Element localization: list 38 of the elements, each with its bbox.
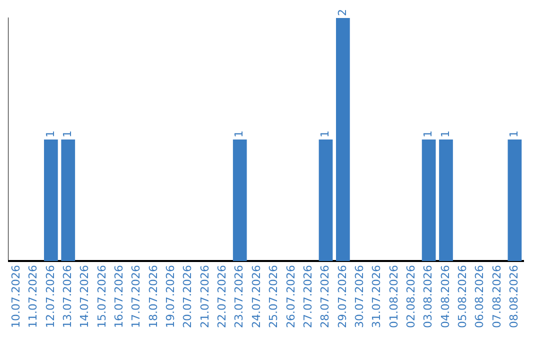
x-tick-label: 26.07.2026 [284, 265, 298, 328]
x-tick-label: 19.07.2026 [164, 265, 178, 328]
data-label: 1 [232, 130, 246, 138]
x-tick-label: 23.07.2026 [232, 265, 246, 328]
x-tick-label: 24.07.2026 [250, 265, 263, 328]
x-tick-label: 14.07.2026 [78, 265, 92, 328]
x-tick-label: 06.08.2026 [473, 265, 486, 328]
x-tick-label: 08.08.2026 [508, 265, 521, 328]
x-tick-label: 12.07.2026 [44, 265, 57, 328]
data-label: 1 [60, 130, 74, 138]
x-tick-label: 30.07.2026 [352, 265, 366, 328]
x-tick-label: 01.08.2026 [387, 265, 400, 328]
x-tick-label: 25.07.2026 [267, 265, 280, 328]
x-tick-label: 29.07.2026 [336, 265, 349, 328]
x-tick-label: 20.07.2026 [181, 265, 194, 328]
x-tick-label: 07.08.2026 [490, 265, 504, 328]
x-tick-label: 05.08.2026 [456, 265, 470, 328]
x-tick-label: 11.07.2026 [26, 265, 40, 328]
x-tick-label: 27.07.2026 [301, 265, 314, 328]
x-tick-label: 22.07.2026 [216, 265, 229, 328]
x-tick-label: 16.07.2026 [112, 265, 126, 328]
x-tick-label: 21.07.2026 [198, 265, 212, 328]
x-tick-label: 17.07.2026 [130, 265, 143, 328]
data-label: 2 [336, 9, 349, 16]
x-tick-label: 04.08.2026 [438, 265, 452, 328]
x-tick-label: 10.07.2026 [9, 265, 22, 328]
data-label: 1 [44, 130, 57, 138]
data-label: 1 [318, 130, 332, 138]
x-tick-label: 31.07.2026 [370, 265, 384, 328]
x-tick-label: 02.08.2026 [404, 265, 418, 328]
x-tick-label: 03.08.2026 [422, 265, 435, 328]
x-tick-label: 28.07.2026 [318, 265, 332, 328]
x-tick-label: 13.07.2026 [60, 265, 74, 328]
data-label: 1 [438, 130, 452, 138]
x-tick-label: 15.07.2026 [95, 265, 108, 328]
x-tick-label: 18.07.2026 [146, 265, 160, 328]
data-label: 1 [508, 130, 521, 138]
data-label: 1 [422, 130, 435, 138]
